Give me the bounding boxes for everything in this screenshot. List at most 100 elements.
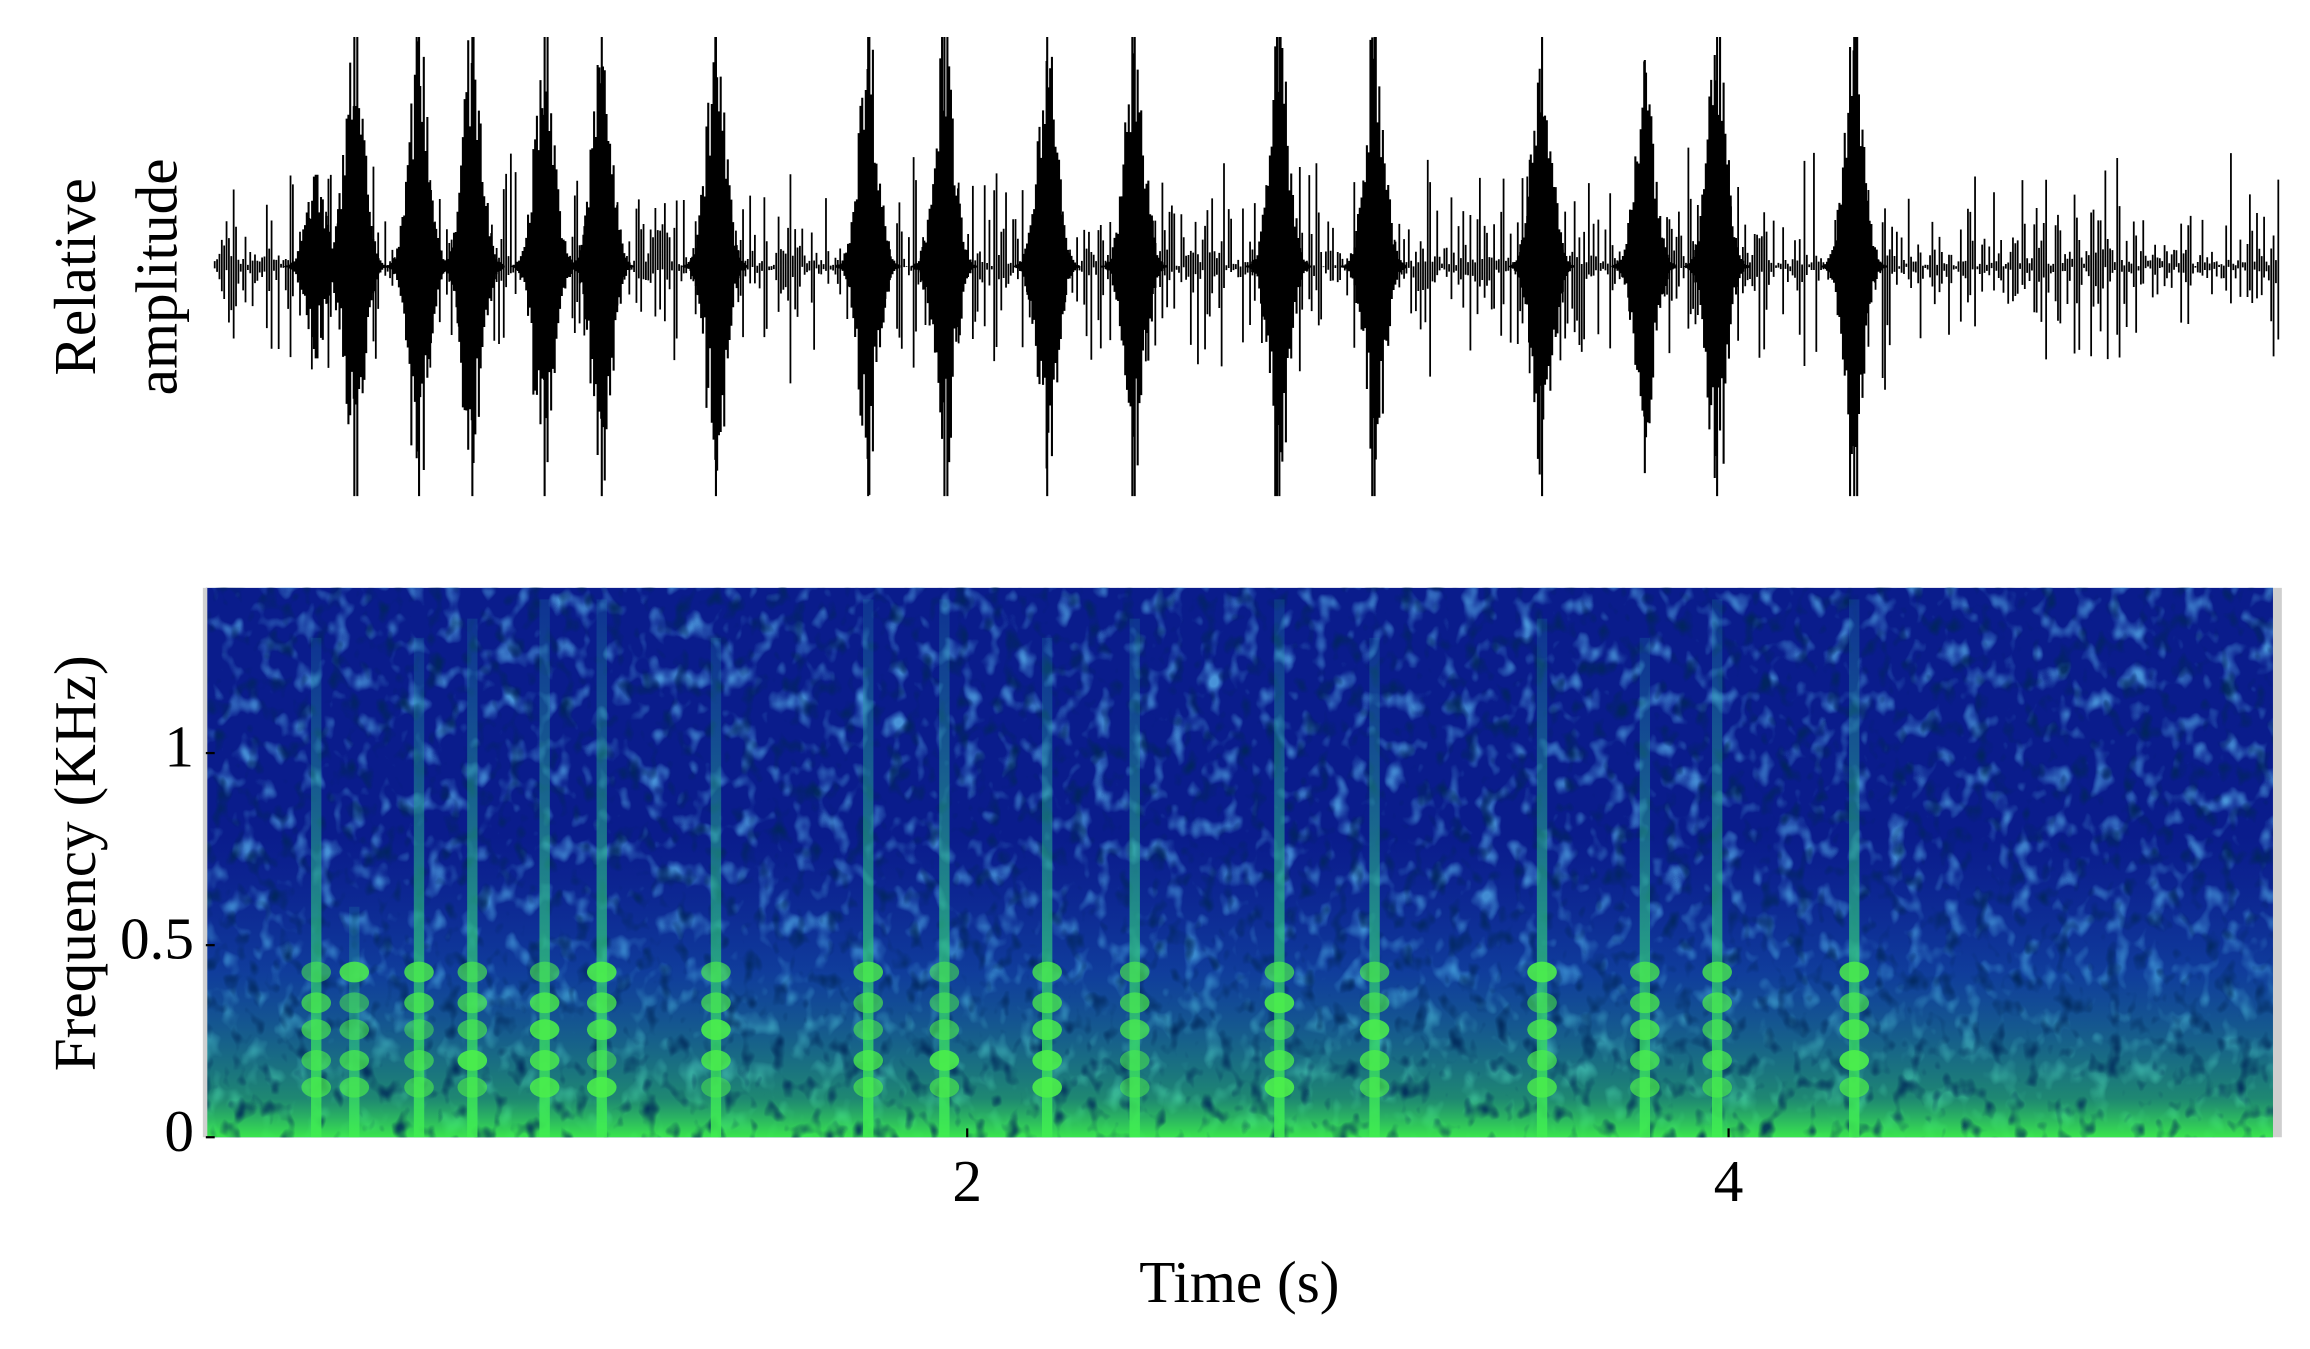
harmonic — [1032, 961, 1062, 983]
harmonic — [1702, 961, 1732, 983]
harmonic — [853, 1050, 884, 1071]
harmonic — [339, 992, 370, 1014]
harmonic — [301, 1050, 332, 1071]
pulse — [438, 37, 505, 497]
harmonic — [339, 1019, 370, 1041]
harmonic — [339, 961, 370, 983]
harmonic — [339, 1050, 370, 1071]
call-streak — [863, 599, 874, 1138]
call — [586, 599, 617, 1138]
harmonic — [929, 1076, 960, 1098]
harmonic — [701, 1050, 731, 1071]
harmonic — [701, 1076, 731, 1098]
call-streak — [1639, 637, 1651, 1138]
harmonic — [457, 1050, 488, 1071]
harmonic — [1702, 1050, 1732, 1071]
call-streak — [1274, 599, 1285, 1138]
harmonic — [1264, 1019, 1295, 1041]
pulse — [320, 37, 387, 497]
pulse — [1611, 59, 1678, 474]
harmonic — [1527, 1019, 1557, 1041]
harmonic — [339, 1076, 370, 1098]
harmonic — [1527, 1050, 1557, 1071]
harmonic — [404, 961, 434, 983]
call-streak — [413, 637, 425, 1138]
harmonic — [586, 1050, 617, 1071]
harmonic — [586, 1019, 617, 1041]
harmonic — [1839, 992, 1870, 1014]
pulse — [910, 37, 977, 497]
harmonic — [586, 992, 617, 1014]
harmonic — [1359, 1019, 1390, 1041]
call — [301, 637, 332, 1138]
harmonic — [529, 961, 560, 983]
call-streak — [1041, 637, 1053, 1138]
harmonic — [1032, 1050, 1062, 1071]
call — [1630, 637, 1660, 1138]
harmonic — [1527, 1076, 1557, 1098]
harmonic — [457, 1076, 488, 1098]
harmonic — [701, 992, 731, 1014]
right-edge — [2272, 587, 2282, 1138]
call — [929, 599, 960, 1138]
harmonic — [1119, 1019, 1150, 1041]
harmonic — [301, 992, 332, 1014]
pulse — [1340, 37, 1408, 497]
harmonic — [301, 1019, 332, 1041]
harmonic — [586, 1076, 617, 1098]
harmonic — [1839, 961, 1870, 983]
x-tick-label: 2 — [952, 1148, 982, 1214]
call-streak — [596, 599, 607, 1138]
harmonic — [701, 961, 731, 983]
harmonic — [701, 1019, 731, 1041]
harmonic — [404, 1050, 434, 1071]
harmonic — [1359, 1050, 1390, 1071]
harmonic — [929, 1019, 960, 1041]
call-streak — [1369, 637, 1380, 1138]
harmonic — [529, 1050, 560, 1071]
pulse — [1508, 37, 1575, 497]
harmonic — [1119, 992, 1150, 1014]
call-streak — [311, 637, 322, 1138]
harmonic — [1032, 1076, 1062, 1098]
harmonic — [1702, 992, 1732, 1014]
harmonic — [457, 992, 488, 1014]
pulse — [834, 37, 901, 497]
call — [404, 637, 434, 1138]
harmonic — [929, 961, 960, 983]
harmonic — [457, 961, 488, 983]
harmonic — [586, 961, 617, 983]
harmonic — [1527, 961, 1557, 983]
call — [1264, 599, 1295, 1138]
harmonic — [1119, 1050, 1150, 1071]
harmonic — [529, 992, 560, 1014]
harmonic — [529, 1076, 560, 1098]
harmonic — [301, 1076, 332, 1098]
harmonic — [853, 992, 884, 1014]
harmonic — [1032, 1019, 1062, 1041]
call-streak — [1849, 599, 1860, 1138]
pulse — [1245, 37, 1312, 497]
texture-dark — [205, 587, 2273, 1138]
harmonic — [1359, 992, 1390, 1014]
harmonic — [1032, 992, 1062, 1014]
call — [1527, 618, 1557, 1138]
call-streak — [539, 599, 550, 1138]
pulse — [1013, 37, 1080, 497]
call-streak — [939, 599, 950, 1138]
harmonic — [1630, 1019, 1660, 1041]
call — [701, 637, 731, 1138]
harmonic — [301, 961, 332, 983]
call-streak — [1129, 618, 1140, 1138]
call-streak — [1711, 599, 1723, 1138]
harmonic — [1264, 961, 1295, 983]
harmonic — [1839, 1050, 1870, 1071]
harmonic — [853, 961, 884, 983]
spectrogram-panel: 2 4 0 0.5 1 Time (s) Frequency (KHz) — [42, 587, 2282, 1315]
harmonic — [1839, 1076, 1870, 1098]
harmonic — [1119, 1076, 1150, 1098]
harmonic — [853, 1019, 884, 1041]
call — [1839, 599, 1870, 1138]
